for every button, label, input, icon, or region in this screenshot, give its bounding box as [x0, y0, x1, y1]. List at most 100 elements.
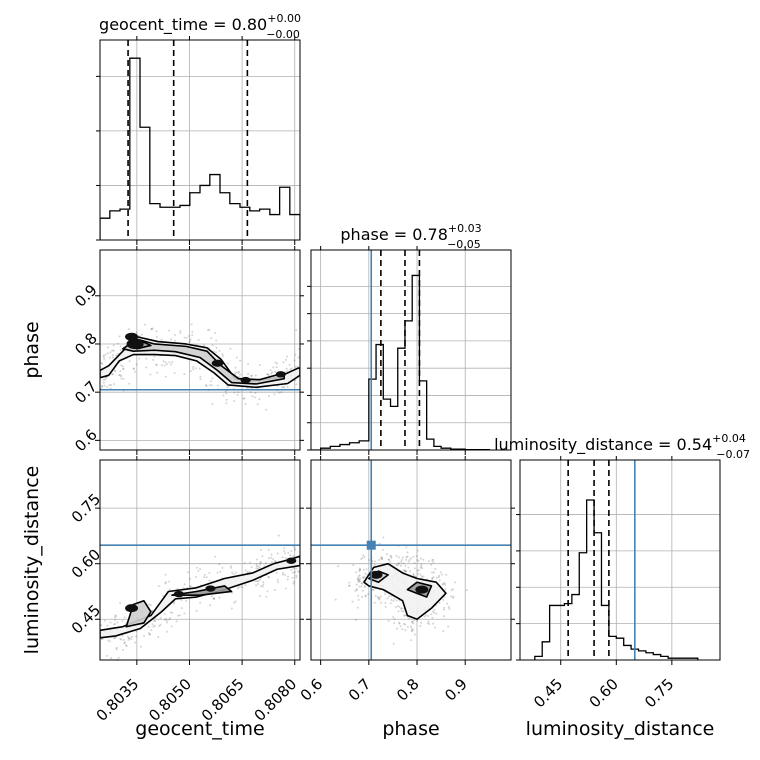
scatter-point [138, 357, 141, 360]
scatter-samples [90, 534, 305, 660]
scatter-point [152, 619, 155, 622]
scatter-point [218, 349, 221, 352]
scatter-point [294, 365, 297, 368]
scatter-point [183, 612, 186, 615]
scatter-point [411, 629, 414, 632]
scatter-point [98, 371, 100, 373]
scatter-point [351, 600, 354, 603]
scatter-point [290, 367, 293, 370]
scatter-point [208, 384, 211, 387]
scatter-point [409, 570, 412, 573]
scatter-point [404, 629, 407, 632]
scatter-point [389, 602, 392, 605]
scatter-point [173, 333, 176, 336]
scatter-point [441, 583, 444, 586]
scatter-point [226, 362, 229, 365]
scatter-point [104, 353, 107, 356]
scatter-point [256, 580, 259, 583]
scatter-point [90, 650, 92, 652]
scatter-point [140, 333, 143, 336]
scatter-point [287, 551, 290, 554]
scatter-point [274, 560, 277, 563]
scatter-point [81, 359, 83, 361]
axis-label-x-phase: phase [382, 718, 439, 740]
scatter-point [295, 576, 298, 579]
scatter-point [442, 598, 445, 601]
scatter-point [420, 575, 423, 578]
scatter-point [118, 335, 121, 338]
scatter-point [122, 378, 125, 381]
scatter-point [102, 381, 105, 384]
scatter-point [334, 598, 337, 601]
density-peak [173, 590, 185, 598]
scatter-point [355, 571, 358, 574]
scatter-point [381, 557, 384, 560]
scatter-point [275, 366, 278, 369]
scatter-point [258, 398, 261, 401]
scatter-point [431, 571, 434, 574]
scatter-point [150, 629, 153, 632]
scatter-point [337, 565, 340, 568]
scatter-point [446, 602, 449, 605]
scatter-point [247, 372, 250, 375]
scatter-point [164, 617, 167, 620]
title-upper-error: +0.04 [712, 432, 746, 445]
scatter-point [232, 400, 235, 403]
scatter-point [303, 549, 305, 551]
scatter-point [120, 638, 123, 641]
scatter-point [405, 556, 408, 559]
histogram-step-luminosity_distance [534, 499, 699, 660]
scatter-point [401, 556, 404, 559]
scatter-point [284, 573, 287, 576]
scatter-point [183, 373, 186, 376]
scatter-point [387, 558, 390, 561]
scatter-point [94, 629, 96, 631]
scatter-point [111, 373, 114, 376]
scatter-point [268, 557, 271, 560]
scatter-point [402, 569, 405, 572]
scatter-point [419, 573, 422, 576]
scatter-point [272, 366, 275, 369]
scatter-point [231, 591, 234, 594]
scatter-point [261, 555, 264, 558]
scatter-point [92, 370, 94, 372]
scatter-point [111, 373, 114, 376]
scatter-point [307, 382, 309, 384]
scatter-point [109, 621, 112, 624]
scatter-point [112, 356, 115, 359]
scatter-point [400, 609, 403, 612]
scatter-point [379, 595, 382, 598]
scatter-point [237, 587, 240, 590]
scatter-point [92, 371, 94, 373]
scatter-point [364, 572, 367, 575]
scatter-point [289, 554, 292, 557]
scatter-point [433, 611, 436, 614]
scatter-point [410, 639, 413, 642]
scatter-point [398, 562, 401, 565]
scatter-point [378, 558, 381, 561]
scatter-point [392, 599, 395, 602]
scatter-point [290, 549, 293, 552]
scatter-point [267, 374, 270, 377]
scatter-point [127, 637, 130, 640]
scatter-point [108, 640, 111, 643]
scatter-point [285, 367, 288, 370]
scatter-point [119, 637, 122, 640]
scatter-point [377, 596, 380, 599]
scatter-point [282, 571, 285, 574]
scatter-point [448, 607, 451, 610]
scatter-point [445, 573, 448, 576]
scatter-point [185, 336, 188, 339]
scatter-point [213, 597, 216, 600]
scatter-point [412, 628, 415, 631]
scatter-point [255, 565, 258, 568]
scatter-point [382, 536, 385, 539]
scatter-point [271, 371, 274, 374]
scatter-point [113, 637, 116, 640]
scatter-point [266, 373, 269, 376]
scatter-point [297, 570, 300, 573]
scatter-point [111, 349, 114, 352]
scatter-point [363, 575, 366, 578]
scatter-point [431, 577, 434, 580]
